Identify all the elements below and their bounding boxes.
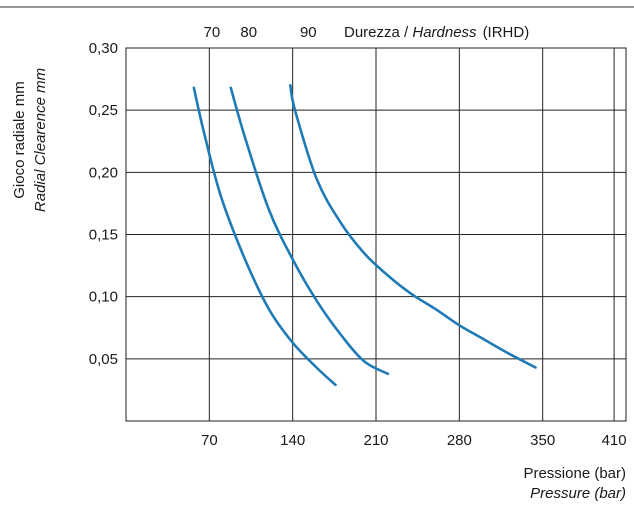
curves (192, 84, 537, 387)
x-tick-label: 410 (602, 432, 627, 449)
hardness-label-prefix: Durezza / (344, 24, 412, 41)
y-tick-label: 0,15 (89, 227, 118, 244)
y-axis-label-line1: Gioco radiale mm (11, 81, 28, 199)
hardness-label-italic: Hardness (412, 24, 477, 41)
x-axis-label-line1: Pressione (bar) (523, 465, 626, 482)
y-tick-label: 0,10 (89, 289, 118, 306)
x-tick-label: 70 (201, 432, 218, 449)
hardness-tick-labels: 70 80 90 (204, 24, 317, 41)
hardness-tick-label: 70 (204, 24, 221, 41)
y-tick-label: 0,20 (89, 164, 118, 181)
y-tick-labels: 0,05 0,10 0,15 0,20 0,25 0,30 (89, 40, 118, 368)
grid (125, 47, 627, 422)
y-tick-label: 0,30 (89, 40, 118, 57)
y-tick-label: 0,25 (89, 102, 118, 119)
hardness-axis-label: Durezza / Hardness (IRHD) (344, 24, 529, 41)
hardness-tick-label: 90 (300, 24, 317, 41)
hardness-tick-label: 80 (240, 24, 257, 41)
series-line-hardness-80 (229, 86, 390, 376)
series-line-hardness-90 (289, 84, 537, 369)
x-tick-label: 280 (447, 432, 472, 449)
hardness-label-suffix: (IRHD) (483, 24, 530, 41)
x-tick-labels: 70 140 210 280 350 410 (201, 432, 627, 449)
x-tick-label: 350 (530, 432, 555, 449)
series-line-hardness-70 (192, 86, 337, 387)
x-tick-label: 210 (363, 432, 388, 449)
y-axis-label-line2: Radial Clearence mm (32, 68, 49, 212)
x-axis-label-line2: Pressure (bar) (530, 485, 626, 502)
x-tick-label: 140 (280, 432, 305, 449)
y-tick-label: 0,05 (89, 351, 118, 368)
